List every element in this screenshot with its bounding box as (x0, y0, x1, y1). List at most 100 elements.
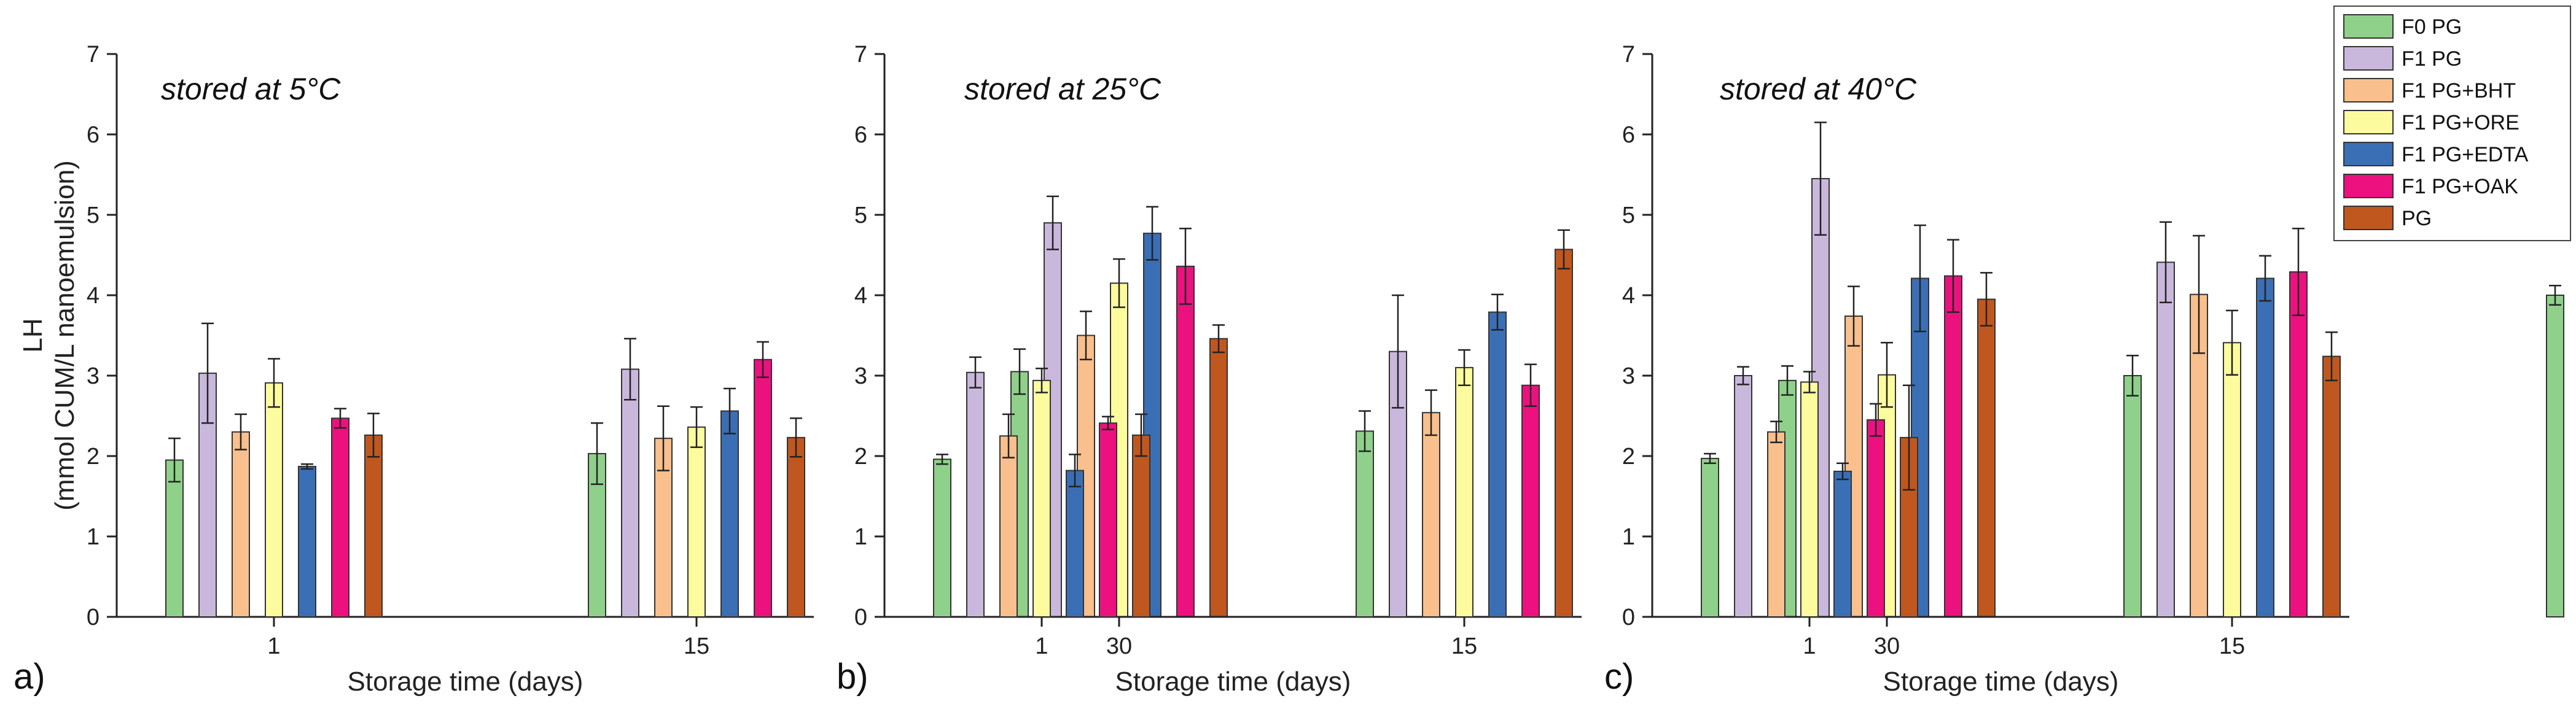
panel-title: stored at 40°C (1720, 72, 1917, 106)
legend-label: F1 PG+ORE (2402, 111, 2519, 134)
x-tick-label: 30 (1106, 633, 1132, 659)
y-tick-label: 5 (854, 203, 867, 228)
x-tick-label: 1 (1035, 633, 1048, 659)
y-tick-label: 7 (1622, 42, 1635, 68)
y-tick-label: 7 (87, 42, 100, 68)
bar (331, 417, 349, 617)
bar (2256, 277, 2274, 617)
y-tick-label: 5 (1622, 203, 1635, 228)
bar (720, 410, 739, 617)
y-tick-label: 0 (1622, 605, 1635, 630)
y-tick-label: 2 (87, 444, 100, 470)
bar (999, 435, 1018, 617)
bar (2156, 261, 2175, 618)
y-tick-label: 4 (87, 283, 100, 309)
y-tick-label: 2 (1622, 444, 1635, 470)
y-tick-label: 4 (854, 283, 867, 309)
y-tick-label: 6 (87, 122, 100, 148)
x-tick-label: 15 (684, 633, 709, 659)
panel-letter: c) (1604, 657, 1634, 697)
bar (1488, 311, 1507, 617)
y-tick-label: 2 (854, 444, 867, 470)
bar (1800, 381, 1819, 617)
legend-swatch (2343, 174, 2394, 198)
bar (933, 459, 951, 617)
y-tick-label: 3 (854, 363, 867, 389)
bar (1132, 434, 1150, 617)
y-tick-label: 3 (87, 363, 100, 389)
bar (1099, 422, 1117, 617)
bar (1209, 338, 1228, 617)
legend-swatch (2343, 142, 2394, 166)
legend-label: F0 PG (2402, 15, 2462, 39)
legend-swatch (2343, 206, 2394, 230)
bar (1767, 431, 1786, 617)
bar (1734, 375, 1752, 617)
bar (1977, 298, 1996, 617)
legend-label: F1 PG+EDTA (2402, 143, 2529, 166)
bar (754, 358, 772, 617)
y-axis-title: LH (18, 318, 48, 352)
bar (966, 371, 985, 617)
x-tick-label: 30 (1874, 633, 1900, 659)
panel-letter: b) (837, 657, 868, 697)
bar (1701, 457, 1719, 617)
y-tick-label: 7 (854, 42, 867, 68)
x-tick-label: 15 (2219, 633, 2245, 659)
bar (787, 436, 805, 617)
bar (1422, 412, 1440, 617)
bar (1833, 470, 1852, 618)
bar (687, 426, 706, 618)
legend-swatch (2343, 78, 2394, 103)
legend-label: F1 PG (2402, 47, 2462, 71)
x-tick-label: 15 (1451, 633, 1477, 659)
y-tick-label: 0 (87, 605, 100, 630)
bar (621, 368, 639, 618)
x-tick-label: 1 (267, 633, 280, 659)
bar (364, 434, 383, 617)
y-tick-label: 6 (1622, 122, 1635, 148)
bar (1176, 265, 1195, 617)
bar (1066, 470, 1084, 618)
bar (298, 466, 316, 618)
legend: F0 PG F1 PG F1 PG+BHT F1 PG+ORE F1 PG+EDTA F1… (2333, 6, 2571, 241)
bar (2223, 342, 2241, 617)
bar (2123, 375, 2142, 617)
y-axis-subtitle: (mmol CUM/L nanoemulsion) (50, 160, 80, 511)
x-tick-label: 1 (1803, 633, 1816, 659)
bar (1356, 430, 1374, 617)
bar (654, 438, 673, 617)
x-axis-title: Storage time (days) (348, 667, 584, 697)
y-tick-label: 3 (1622, 363, 1635, 389)
y-tick-label: 1 (854, 524, 867, 550)
legend-swatch (2343, 46, 2394, 71)
panel-letter: a) (14, 657, 45, 697)
bar (1521, 384, 1540, 617)
bar (1944, 275, 1962, 617)
bar (1455, 366, 1473, 618)
legend-swatch (2343, 14, 2394, 39)
bar (265, 382, 283, 617)
y-tick-label: 6 (854, 122, 867, 148)
y-tick-label: 4 (1622, 283, 1635, 309)
panel-title: stored at 25°C (964, 72, 1161, 106)
y-tick-label: 1 (1622, 524, 1635, 550)
bar (2546, 295, 2564, 617)
legend-label: F1 PG+OAK (2402, 175, 2518, 198)
bar (1555, 249, 1573, 617)
panel-title: stored at 5°C (161, 72, 341, 106)
bar (165, 459, 184, 617)
bar (1867, 419, 1885, 617)
panel-c: 0 1 2 3 4 5 6 7 1 15 30 stored at 40°C c) Storage tim… (1604, 42, 2564, 697)
bar (1032, 379, 1051, 617)
bar (232, 431, 250, 617)
y-tick-label: 0 (854, 605, 867, 630)
y-tick-label: 1 (87, 524, 100, 550)
y-tick-label: 5 (87, 203, 100, 228)
legend-label: F1 PG+BHT (2402, 79, 2516, 103)
legend-label: PG (2402, 207, 2432, 230)
bar (2289, 271, 2308, 617)
